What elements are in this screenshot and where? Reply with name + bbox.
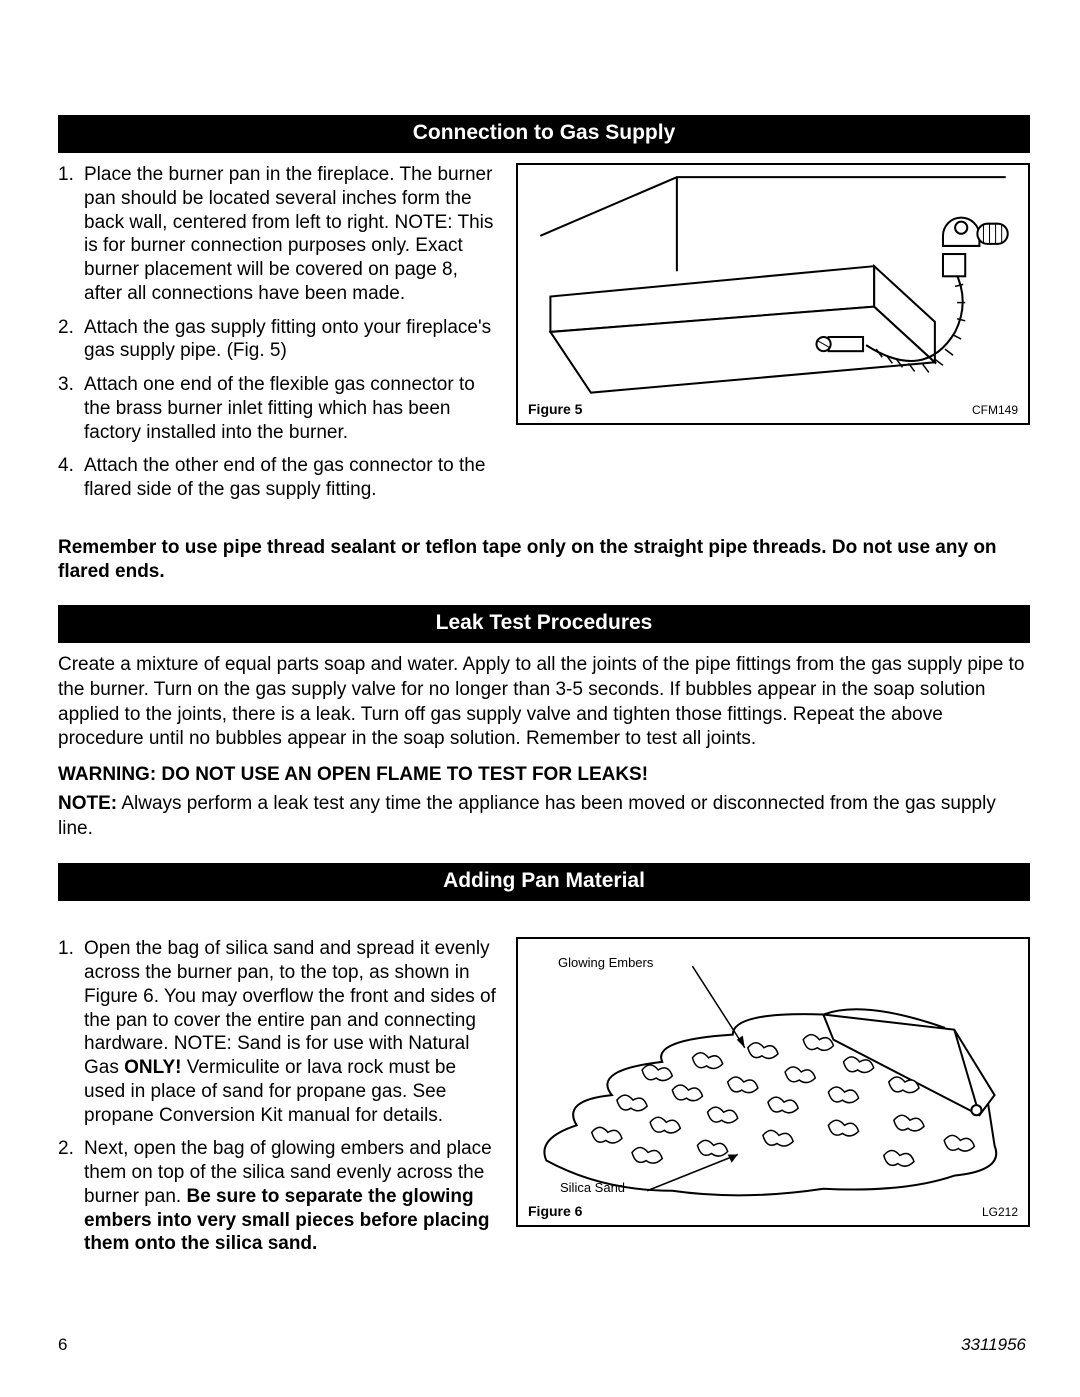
pan-material-item-1: Open the bag of silica sand and spread i… bbox=[58, 937, 496, 1127]
figure-5-code: CFM149 bbox=[972, 403, 1018, 417]
section-header-connection: Connection to Gas Supply bbox=[58, 115, 1030, 153]
figure-6-caption: Figure 6 bbox=[528, 1203, 582, 1219]
connection-item-4: Attach the other end of the gas connecto… bbox=[58, 454, 496, 502]
page-number: 6 bbox=[58, 1335, 67, 1355]
leak-test-note: NOTE: Always perform a leak test any tim… bbox=[58, 792, 1030, 841]
connection-row: Place the burner pan in the fireplace. T… bbox=[58, 163, 1030, 512]
connection-item-1: Place the burner pan in the fireplace. T… bbox=[58, 163, 496, 306]
leak-test-warning: WARNING: DO NOT USE AN OPEN FLAME TO TES… bbox=[58, 764, 1030, 786]
figure-5-illustration bbox=[518, 165, 1028, 423]
figure-5-caption: Figure 5 bbox=[528, 401, 582, 417]
pan-material-list: Open the bag of silica sand and spread i… bbox=[58, 937, 496, 1256]
connection-item-2: Attach the gas supply fitting onto your … bbox=[58, 316, 496, 364]
pan-material-row: Open the bag of silica sand and spread i… bbox=[58, 937, 1030, 1266]
section-header-pan-material: Adding Pan Material bbox=[58, 863, 1030, 901]
connection-item-3: Attach one end of the flexible gas conne… bbox=[58, 373, 496, 444]
leak-test-note-body: Always perform a leak test any time the … bbox=[58, 793, 996, 839]
document-id: 3311956 bbox=[961, 1335, 1026, 1355]
figure-6-code: LG212 bbox=[982, 1205, 1018, 1219]
figure-5: Figure 5 CFM149 bbox=[516, 163, 1030, 425]
remember-note: Remember to use pipe thread sealant or t… bbox=[58, 536, 1030, 585]
section-header-leak-test: Leak Test Procedures bbox=[58, 605, 1030, 643]
figure-6: Glowing Embers Silica Sand Figure 6 LG21… bbox=[516, 937, 1030, 1227]
leak-test-body: Create a mixture of equal parts soap and… bbox=[58, 653, 1030, 752]
figure-6-label-sand: Silica Sand bbox=[560, 1180, 625, 1195]
connection-list: Place the burner pan in the fireplace. T… bbox=[58, 163, 496, 502]
pan-item1-only: ONLY! bbox=[124, 1057, 181, 1078]
pan-material-item-2: Next, open the bag of glowing embers and… bbox=[58, 1137, 496, 1256]
figure-6-label-embers: Glowing Embers bbox=[558, 955, 653, 970]
leak-test-note-label: NOTE: bbox=[58, 793, 117, 814]
